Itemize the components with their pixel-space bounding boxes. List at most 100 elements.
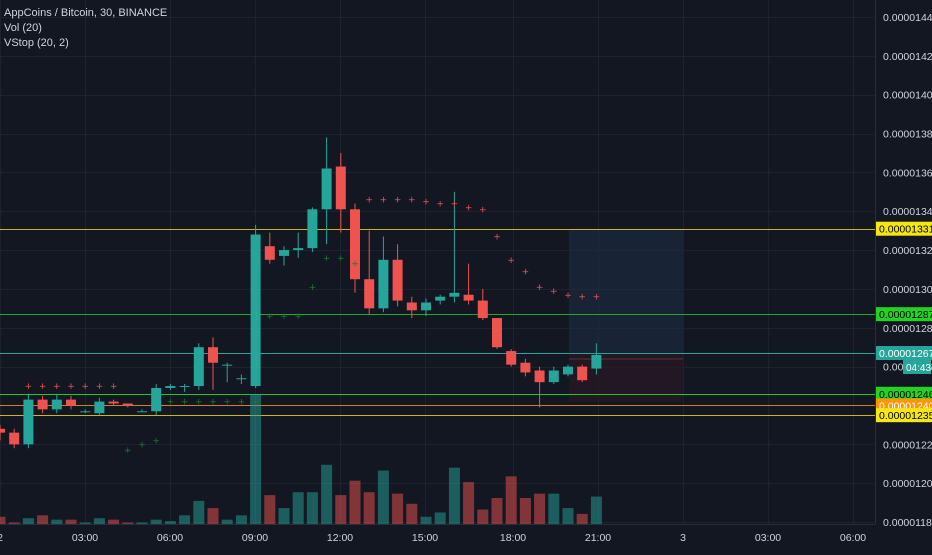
candle[interactable] bbox=[307, 207, 318, 253]
volume-bar bbox=[548, 493, 560, 524]
candle[interactable] bbox=[435, 294, 446, 305]
candle[interactable] bbox=[80, 409, 91, 414]
vstop-marker: + bbox=[365, 196, 373, 206]
volume-bar bbox=[250, 394, 262, 524]
candle[interactable] bbox=[506, 349, 517, 367]
candle[interactable] bbox=[279, 246, 289, 266]
vstop-marker: + bbox=[522, 267, 530, 277]
candle-body bbox=[364, 279, 375, 309]
vstop-indicator-label[interactable]: VStop (20, 2) bbox=[4, 37, 69, 49]
candle[interactable] bbox=[51, 393, 62, 414]
volume-bar bbox=[207, 508, 219, 524]
countdown-text: 04:43 bbox=[906, 363, 931, 374]
volume-bar bbox=[335, 495, 347, 524]
symbol-title[interactable]: AppCoins / Bitcoin, 30, BINANCE bbox=[4, 7, 168, 19]
horizontal-lines bbox=[0, 229, 875, 416]
candle-body bbox=[293, 248, 304, 251]
candle[interactable] bbox=[378, 236, 389, 313]
price-tag-bg bbox=[876, 408, 932, 423]
candle-body bbox=[548, 370, 559, 383]
candle[interactable] bbox=[165, 384, 176, 390]
volume-bar bbox=[122, 522, 134, 524]
candle[interactable] bbox=[9, 428, 20, 449]
candle[interactable] bbox=[66, 395, 76, 410]
price-tag: 0.00001246 bbox=[876, 386, 932, 401]
candle[interactable] bbox=[520, 358, 531, 377]
profit-zone bbox=[569, 228, 683, 354]
vstop-marker: + bbox=[223, 398, 231, 408]
candle[interactable] bbox=[94, 397, 105, 416]
candle-body bbox=[378, 259, 389, 309]
candle[interactable] bbox=[534, 366, 545, 408]
volume-indicator-label[interactable]: Vol (20) bbox=[4, 22, 42, 34]
candle-body bbox=[449, 292, 460, 297]
candle-body bbox=[463, 294, 474, 301]
candle[interactable] bbox=[350, 203, 360, 293]
candle[interactable] bbox=[392, 244, 403, 307]
candle-body bbox=[108, 401, 119, 404]
candle[interactable] bbox=[179, 384, 190, 392]
price-tag-bg bbox=[876, 346, 932, 361]
price-tag-bg bbox=[876, 386, 932, 401]
candle[interactable] bbox=[151, 384, 162, 416]
candle[interactable] bbox=[591, 343, 602, 375]
vstop-marker: + bbox=[593, 293, 601, 303]
vstop-marker: + bbox=[238, 398, 246, 408]
time-axis-label: 18:00 bbox=[500, 532, 526, 544]
vstop-marker: + bbox=[394, 196, 402, 206]
candle[interactable] bbox=[335, 152, 346, 233]
vstop-marker: + bbox=[209, 398, 217, 408]
candle-body bbox=[250, 234, 261, 387]
candle[interactable] bbox=[264, 232, 275, 264]
candle[interactable] bbox=[463, 263, 474, 305]
candle[interactable] bbox=[122, 403, 133, 408]
candle[interactable] bbox=[563, 364, 573, 377]
candle[interactable] bbox=[293, 232, 304, 258]
candle-body bbox=[477, 300, 488, 319]
candle[interactable] bbox=[477, 288, 488, 320]
candle[interactable] bbox=[208, 337, 218, 390]
volume-bar bbox=[363, 492, 375, 524]
volume-bar bbox=[164, 521, 176, 524]
vstop-marker: + bbox=[280, 312, 288, 322]
time-axis-label: 06:00 bbox=[157, 532, 183, 544]
candle[interactable] bbox=[548, 366, 559, 385]
vstop-marker: + bbox=[436, 199, 444, 209]
candle-body bbox=[307, 209, 318, 249]
chart-legend: AppCoins / Bitcoin, 30, BINANCE Vol (20)… bbox=[4, 6, 167, 51]
volume-bar bbox=[534, 493, 546, 524]
candle[interactable] bbox=[364, 230, 375, 315]
candle[interactable] bbox=[577, 364, 588, 383]
candle[interactable] bbox=[321, 137, 332, 245]
candle[interactable] bbox=[222, 362, 233, 383]
vstop-marker: + bbox=[39, 382, 47, 392]
candle[interactable] bbox=[236, 374, 247, 385]
candle[interactable] bbox=[137, 409, 147, 413]
candle[interactable] bbox=[492, 318, 502, 350]
vstop-marker: + bbox=[408, 196, 416, 206]
vstop-marker: + bbox=[564, 291, 572, 301]
candle[interactable] bbox=[37, 395, 48, 414]
candle[interactable] bbox=[108, 399, 119, 406]
candle[interactable] bbox=[0, 424, 5, 441]
candle[interactable] bbox=[250, 224, 261, 388]
time-axis[interactable]: 2 03:00 06:00 09:00 12:00 15:00 18:00 21:00 3 03:… bbox=[0, 532, 866, 544]
vstop-marker: + bbox=[195, 398, 203, 408]
candles bbox=[0, 137, 602, 449]
candle[interactable] bbox=[23, 393, 34, 449]
candle[interactable] bbox=[421, 298, 431, 317]
vstop-marker: + bbox=[294, 312, 302, 322]
candle[interactable] bbox=[193, 343, 204, 390]
candle[interactable] bbox=[406, 296, 417, 319]
candle-body bbox=[335, 166, 346, 210]
volume-bar bbox=[434, 512, 446, 524]
volume-bar bbox=[306, 492, 318, 524]
candle[interactable] bbox=[449, 191, 460, 303]
